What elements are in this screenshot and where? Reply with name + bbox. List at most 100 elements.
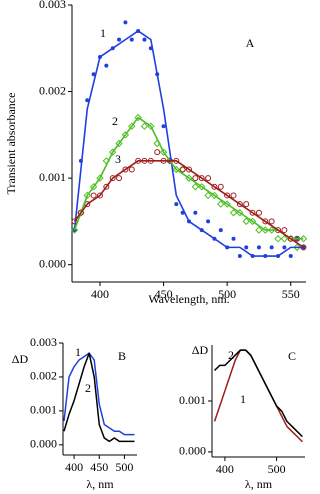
series-label: 3 xyxy=(115,152,121,166)
data-point xyxy=(70,226,79,234)
data-point xyxy=(179,166,186,173)
x-tick-label: 500 xyxy=(115,460,133,474)
x-tick-label: 500 xyxy=(268,462,286,476)
y-tick-label: 0.002 xyxy=(30,369,57,383)
data-point xyxy=(256,245,261,250)
x-tick-label: 450 xyxy=(90,460,108,474)
data-point xyxy=(134,113,142,122)
data-point xyxy=(288,254,293,259)
data-point xyxy=(255,226,263,234)
data-point xyxy=(299,235,308,243)
data-point xyxy=(128,166,135,173)
data-point xyxy=(224,192,231,199)
series-label: 1 xyxy=(240,392,246,406)
y-tick-label: 0.000 xyxy=(39,256,66,270)
data-point xyxy=(172,165,180,174)
series-label: 1 xyxy=(75,345,81,359)
fit-line xyxy=(73,160,304,249)
data-point xyxy=(244,245,249,250)
data-point xyxy=(103,183,110,190)
data-point xyxy=(217,200,225,208)
data-point xyxy=(123,20,128,25)
data-point xyxy=(91,72,96,77)
data-point xyxy=(122,166,129,173)
data-point xyxy=(83,191,91,200)
data-point xyxy=(218,228,223,233)
data-point xyxy=(104,63,109,68)
fit-line xyxy=(73,30,304,257)
x-axis-label: Wavelength, nm. xyxy=(148,292,229,306)
data-point xyxy=(96,174,104,182)
data-point xyxy=(115,139,123,148)
data-point xyxy=(269,245,274,250)
y-tick-label: 0.001 xyxy=(30,403,57,417)
panel: 0.000 0.001 0.002 0.003 400 450 500 550 Waveleng… xyxy=(4,0,308,306)
data-point xyxy=(267,226,276,234)
data-line xyxy=(63,352,135,436)
series-label: 1 xyxy=(100,26,106,40)
data-point xyxy=(109,175,116,182)
data-point xyxy=(198,175,205,182)
y-axis-label: Transient absorbance xyxy=(4,93,18,195)
data-point xyxy=(249,209,256,216)
data-point xyxy=(204,191,212,200)
data-point xyxy=(231,236,236,241)
data-point xyxy=(85,98,90,103)
data-point xyxy=(255,209,262,216)
y-tick-label: 0.001 xyxy=(179,393,206,407)
x-tick-label: 400 xyxy=(65,460,83,474)
data-point xyxy=(206,219,211,224)
y-tick-label: 0.002 xyxy=(39,83,66,97)
data-point xyxy=(293,243,301,252)
data-point xyxy=(282,245,287,250)
data-point xyxy=(236,201,243,208)
x-tick-label: 500 xyxy=(218,287,236,301)
x-tick-label: 450 xyxy=(155,287,173,301)
data-point xyxy=(77,209,84,216)
data-point xyxy=(262,218,269,225)
data-point xyxy=(154,149,161,156)
series-label: 2 xyxy=(112,114,118,128)
data-point xyxy=(192,175,199,182)
data-point xyxy=(186,166,192,173)
panel-label: B xyxy=(118,349,126,363)
data-point xyxy=(281,227,288,234)
data-point xyxy=(117,37,122,42)
data-point xyxy=(193,210,198,215)
data-point xyxy=(237,254,242,259)
x-tick-label: 400 xyxy=(216,462,234,476)
panel-label: A xyxy=(246,36,255,50)
data-point xyxy=(274,235,282,243)
data-point xyxy=(129,37,134,42)
y-axis-label: ΔD xyxy=(192,343,209,357)
data-point xyxy=(191,183,200,191)
x-tick-label: 550 xyxy=(282,287,300,301)
data-point xyxy=(174,202,179,207)
data-point xyxy=(217,183,224,190)
y-tick-label: 0.000 xyxy=(30,437,57,451)
data-point xyxy=(229,209,238,217)
data-point xyxy=(96,192,103,199)
panel-label: C xyxy=(288,349,296,363)
data-point xyxy=(243,201,250,208)
data-point xyxy=(128,122,136,130)
data-point xyxy=(108,148,117,156)
data-point xyxy=(140,122,149,130)
data-line xyxy=(63,352,135,443)
data-point xyxy=(90,192,97,199)
data-point xyxy=(280,235,289,243)
data-point xyxy=(161,124,166,129)
x-axis-label: λ, nm xyxy=(86,477,114,491)
data-point xyxy=(159,148,168,156)
data-point xyxy=(121,131,130,139)
data-point xyxy=(242,217,250,226)
data-point xyxy=(205,175,212,182)
series-label: 2 xyxy=(228,348,234,362)
fit-line xyxy=(73,116,304,240)
data-point xyxy=(116,175,123,182)
data-point xyxy=(211,183,218,190)
data-line xyxy=(214,349,303,438)
y-axis-label: ΔD xyxy=(12,352,29,366)
